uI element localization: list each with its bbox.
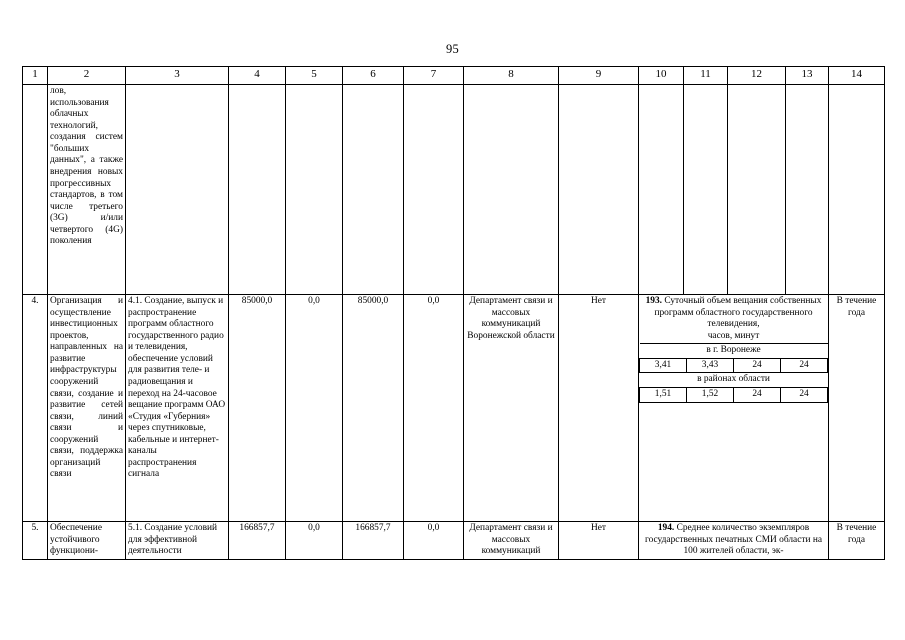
indicator-value-cell: 3,43 — [686, 357, 734, 374]
col-header-11: 11 — [683, 66, 728, 85]
indicator-title-text: Суточный объем вещания собственных прогр… — [654, 296, 822, 330]
indicator-table: 193. Суточный объем вещания собственных … — [639, 295, 828, 515]
row-executor-cell — [463, 84, 559, 295]
row-deadline-cell: В течение года — [828, 294, 885, 522]
row-indicator-value-1 — [638, 84, 684, 295]
indicator-value-cell: 1,51 — [639, 386, 687, 403]
row-measure-cell: 4.1. Создание, выпуск и распространение … — [125, 294, 229, 522]
indicator-group-values-row: 1,51 1,52 24 24 — [639, 386, 828, 403]
budget-program-table: 1 2 3 4 5 6 7 8 9 10 11 12 13 14 лов, ис… — [22, 66, 885, 560]
page-number: 95 — [445, 42, 460, 56]
column-number-header-row: 1 2 3 4 5 6 7 8 9 10 11 12 13 14 — [22, 66, 885, 85]
table-row: 4. Организация и осуществление инвестици… — [22, 294, 885, 522]
col-header-9: 9 — [558, 66, 639, 85]
row-regional-cell — [342, 84, 404, 295]
col-header-2: 2 — [47, 66, 126, 85]
row-measure-cell: 5.1. Создание условий для эффективной де… — [125, 521, 229, 560]
indicator-filler-cell — [686, 401, 734, 515]
indicator-filler-cell — [780, 401, 828, 515]
row-executor-cell: Департамент связи и массовых коммуникаци… — [463, 521, 559, 560]
table-row: лов, использования облачных технологий, … — [22, 84, 885, 295]
row-local-cell — [403, 84, 464, 295]
row-task-cell: Обеспечение устойчивого функциони- — [47, 521, 126, 560]
row-task-cell: Организация и осуществление инвестиционн… — [47, 294, 126, 522]
row-indicator-value-2 — [683, 84, 728, 295]
indicator-number: 194. — [657, 523, 675, 533]
row-total-cell: 85000,0 — [228, 294, 286, 522]
row-indicator-value-3 — [727, 84, 786, 295]
row-deadline-cell — [828, 84, 885, 295]
col-header-1: 1 — [22, 66, 48, 85]
col-header-14: 14 — [828, 66, 885, 85]
indicator-group-values-row: 3,41 3,43 24 24 — [639, 357, 828, 374]
col-header-8: 8 — [463, 66, 559, 85]
indicator-title-cell: 193. Суточный объем вещания собственных … — [639, 295, 828, 345]
row-local-cell: 0,0 — [403, 521, 464, 560]
indicator-filler-cell — [733, 401, 781, 515]
indicator-value-cell: 24 — [733, 357, 781, 374]
indicator-value-cell: 1,52 — [686, 386, 734, 403]
row-total-cell: 166857,7 — [228, 521, 286, 560]
table-row: 5. Обеспечение устойчивого функциони- 5.… — [22, 521, 885, 560]
row-federal-cell: 0,0 — [285, 521, 343, 560]
row-number-cell: 4. — [22, 294, 48, 522]
col-header-7: 7 — [403, 66, 464, 85]
indicator-filler-cell — [639, 401, 687, 515]
row-executor-cell: Департамент связи и массовых коммуникаци… — [463, 294, 559, 522]
row-regional-cell: 166857,7 — [342, 521, 404, 560]
indicator-number: 193. — [645, 296, 662, 306]
indicator-filler-row — [639, 401, 828, 515]
col-header-12: 12 — [727, 66, 786, 85]
row-federal-cell — [285, 84, 343, 295]
col-header-3: 3 — [125, 66, 229, 85]
indicator-value-cell: 24 — [780, 357, 828, 374]
row-deadline-cell: В течение года — [828, 521, 885, 560]
row-regional-cell: 85000,0 — [342, 294, 404, 522]
row-extrabudget-cell: Нет — [558, 294, 639, 522]
row-indicator-block: 194. Среднее количество экземпляров госу… — [638, 521, 829, 560]
indicator-title-row: 193. Суточный объем вещания собственных … — [639, 295, 828, 345]
row-extrabudget-cell: Нет — [558, 521, 639, 560]
row-extrabudget-cell — [558, 84, 639, 295]
col-header-4: 4 — [228, 66, 286, 85]
row-measure-cell — [125, 84, 229, 295]
row-federal-cell: 0,0 — [285, 294, 343, 522]
indicator-value-cell: 3,41 — [639, 357, 687, 374]
col-header-13: 13 — [785, 66, 829, 85]
row-indicator-value-4 — [785, 84, 829, 295]
indicator-group-label: в районах области — [639, 372, 828, 388]
row-total-cell — [228, 84, 286, 295]
indicator-group-label: в г. Воронеже — [639, 343, 828, 359]
indicator-value-cell: 24 — [780, 386, 828, 403]
col-header-5: 5 — [285, 66, 343, 85]
col-header-6: 6 — [342, 66, 404, 85]
indicator-group-label-row: в г. Воронеже — [639, 343, 828, 359]
indicator-value-cell: 24 — [733, 386, 781, 403]
indicator-group-label-row: в районах области — [639, 372, 828, 388]
indicator-units: часов, минут — [707, 330, 760, 341]
row-task-cell: лов, использования облачных технологий, … — [47, 84, 126, 295]
row-indicator-block: 193. Суточный объем вещания собственных … — [638, 294, 829, 522]
row-number-cell: 5. — [22, 521, 48, 560]
col-header-10: 10 — [638, 66, 684, 85]
row-number-cell — [22, 84, 48, 295]
row-local-cell: 0,0 — [403, 294, 464, 522]
indicator-title-text: Среднее количество экземпляров государст… — [644, 523, 823, 557]
